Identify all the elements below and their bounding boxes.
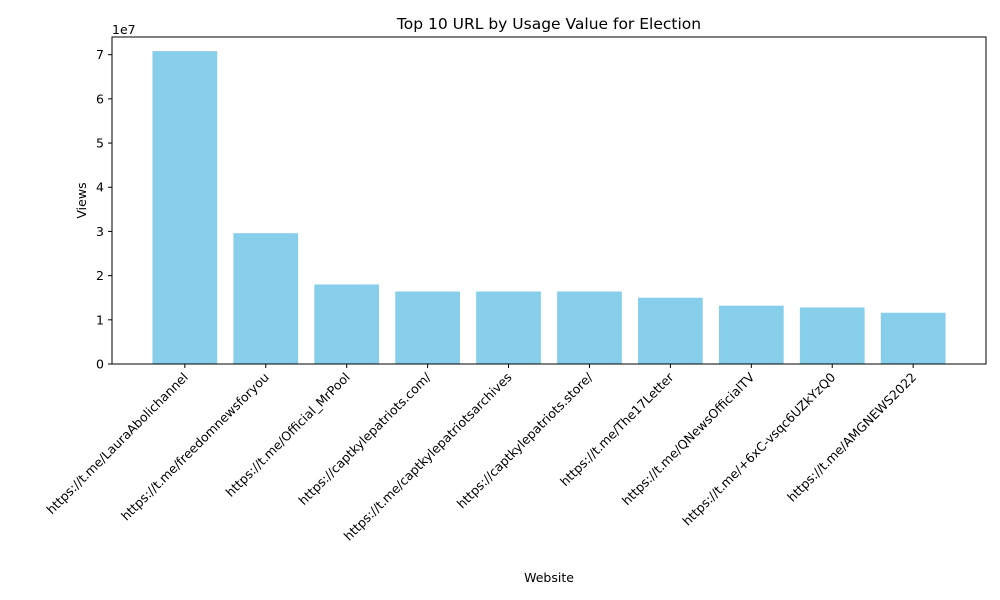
y-tick-label: 1 [96, 312, 104, 327]
x-axis-label: Website [524, 570, 574, 585]
bar-3 [314, 284, 380, 364]
y-axis-ticks: 0 1 2 3 4 5 6 7 [96, 47, 112, 372]
x-tick-label: https://t.me/LauraAbolichannel [43, 370, 191, 518]
x-tick-label: https://t.me/captkylepatriotsarchives [341, 370, 515, 544]
y-axis-label: Views [74, 182, 89, 218]
y-tick-label: 5 [96, 136, 104, 151]
x-tick-label: https://captkylepatriots.store/ [454, 369, 596, 511]
y-tick-label: 0 [96, 357, 104, 372]
y-tick-label: 4 [96, 180, 104, 195]
y-offset-label: 1e7 [112, 22, 136, 37]
x-tick-label: https://t.me/AMGNEWS2022 [784, 370, 919, 505]
bar-8 [718, 305, 784, 364]
bar-2 [233, 233, 299, 364]
y-tick-label: 7 [96, 47, 104, 62]
bar-1 [152, 51, 218, 364]
bars-group [152, 51, 946, 364]
chart-title: Top 10 URL by Usage Value for Election [396, 15, 701, 33]
bar-6 [557, 291, 622, 364]
y-tick-label: 3 [96, 224, 104, 239]
y-tick-label: 6 [96, 91, 104, 106]
bar-7 [638, 297, 703, 364]
bar-10 [880, 312, 946, 364]
x-tick-label: https://t.me/freedomnewsforyou [118, 370, 272, 524]
bar-5 [476, 291, 541, 364]
y-tick-label: 2 [96, 268, 104, 283]
bar-9 [799, 307, 865, 364]
x-tick-label: https://captkylepatriots.com/ [295, 369, 434, 508]
x-tick-label: https://t.me/QNewsOfficialTV [619, 369, 758, 508]
plot-frame [111, 36, 987, 365]
x-tick-label: https://t.me/+6xC-vsqc6UZkYzQ0 [679, 369, 838, 528]
x-axis-ticks: https://t.me/LauraAbolichannelhttps://t.… [43, 364, 919, 543]
bar-4 [395, 291, 460, 364]
